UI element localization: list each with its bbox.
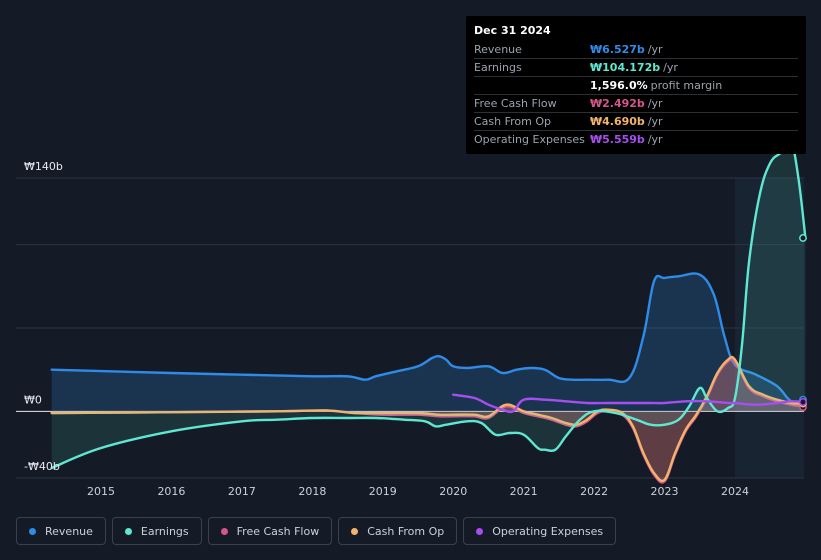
tooltip-row-unit: /yr [647,43,663,56]
y-tick-label: ₩0 [24,393,42,406]
cash-from-op-area [51,356,806,481]
tooltip-row: 1,596.0% profit margin [474,76,798,94]
earnings-line [50,142,807,470]
tooltip-row-label: Cash From Op [474,115,552,128]
y-tick-label: -₩40b [24,460,60,473]
legend-dot-icon [351,527,359,535]
data-tooltip: Dec 31 2024 Revenue ₩6.527b/yr Earnings ₩10… [466,16,806,154]
x-tick-label: 2017 [228,485,256,498]
legend-item-free-cash-flow[interactable]: Free Cash Flow [207,517,333,545]
legend-dot-icon [124,527,132,535]
end-markers [799,234,807,412]
tooltip-row: Free Cash Flow ₩2.492b/yr [474,94,798,112]
tooltip-row-label: Free Cash Flow [474,97,557,110]
tooltip-row: Operating Expenses ₩5.559b/yr [474,130,798,148]
tooltip-row-unit: /yr [647,115,663,128]
legend-dot-icon [220,527,228,535]
operating-expenses-end-marker [799,398,807,406]
legend-dot-icon [476,527,484,535]
legend-dot-icon [29,527,36,535]
tooltip-row-value: ₩104.172b [590,61,661,74]
tooltip-row-value: ₩4.690b [590,115,645,128]
earnings-end-marker [799,234,807,242]
cash-from-op-line [50,355,807,483]
series-layer [50,142,807,484]
y-tick-label: ₩140b [24,160,63,173]
earnings-area [51,143,806,469]
tooltip-row-label: Operating Expenses [474,133,585,146]
revenue-area [51,273,806,412]
y-axis-labels: ₩140b ₩0 -₩40b [24,160,63,473]
legend-item-operating-expenses[interactable]: Operating Expenses [463,517,617,545]
operating-expenses-line [452,393,807,414]
tooltip-row-value: ₩2.492b [590,97,645,110]
tooltip-row-value: ₩6.527b [590,43,645,56]
x-tick-label: 2023 [651,485,679,498]
x-tick-label: 2016 [157,485,185,498]
chart-legend: Revenue Earnings Free Cash Flow Cash From O… [16,517,617,545]
tooltip-rows: Revenue ₩6.527b/yr Earnings ₩104.172b/yr 1,5… [474,41,798,148]
tooltip-row-unit: /yr [663,61,678,74]
chart-area: ₩140b ₩0 -₩40b 2015 2016 2017 2018 2019 2020 202… [16,142,807,498]
free-cash-flow-line [50,357,807,484]
free-cash-flow-area [51,358,806,483]
legend-item-earnings[interactable]: Earnings [111,517,202,545]
legend-label: Free Cash Flow [236,524,320,538]
tooltip-row: Earnings ₩104.172b/yr [474,58,798,76]
tooltip-row-unit: /yr [647,133,663,146]
tooltip-row: Cash From Op ₩4.690b/yr [474,112,798,130]
legend-item-cash-from-op[interactable]: Cash From Op [338,517,458,545]
tooltip-row-label: Earnings [474,61,522,74]
x-tick-label: 2022 [580,485,608,498]
legend-item-revenue[interactable]: Revenue [16,517,106,545]
x-tick-label: 2015 [87,485,115,498]
tooltip-row-unit: profit margin [650,79,723,92]
legend-label: Operating Expenses [492,524,604,538]
legend-label: Revenue [45,524,93,538]
tooltip-date: Dec 31 2024 [474,24,551,37]
x-axis-labels: 2015 2016 2017 2018 2019 2020 2021 2022 2023 2024 [87,485,749,498]
x-tick-label: 2020 [439,485,467,498]
legend-label: Cash From Op [367,524,445,538]
x-tick-label: 2018 [298,485,326,498]
revenue-line [50,272,807,404]
legend-label: Earnings [140,524,189,538]
x-tick-label: 2024 [721,485,749,498]
tooltip-row-label: Revenue [474,43,522,56]
tooltip-row-unit: /yr [647,97,663,110]
tooltip-row-value: 1,596.0% [590,79,648,92]
x-tick-label: 2019 [369,485,397,498]
tooltip-row: Revenue ₩6.527b/yr [474,41,798,58]
x-tick-label: 2021 [510,485,538,498]
tooltip-row-value: ₩5.559b [590,133,645,146]
